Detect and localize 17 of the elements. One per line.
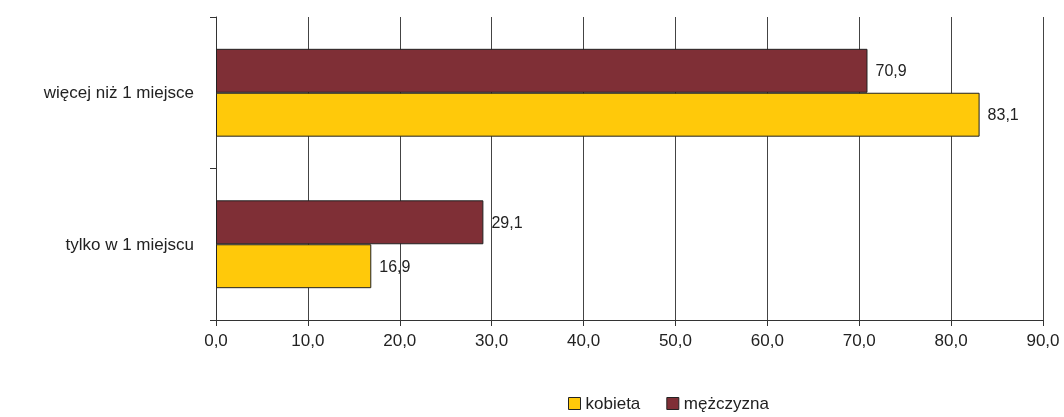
data-label: 83,1 bbox=[987, 106, 1019, 124]
x-tick-label: 20,0 bbox=[383, 331, 417, 350]
x-tick-label: 40,0 bbox=[567, 331, 601, 350]
data-label: 29,1 bbox=[491, 213, 523, 231]
x-tick-label: 60,0 bbox=[750, 331, 784, 350]
x-tick-label: 50,0 bbox=[658, 331, 692, 350]
x-tick-label: 30,0 bbox=[475, 331, 509, 350]
y-tick-label: więcej niż 1 miejsce bbox=[42, 83, 194, 103]
x-tick-label: 70,0 bbox=[842, 331, 876, 350]
x-tick-label: 0,0 bbox=[204, 331, 228, 350]
y-tick-label: tylko w 1 miejscu bbox=[65, 234, 194, 254]
legend-label: mężczyzna bbox=[683, 394, 770, 413]
legend-label: kobieta bbox=[585, 394, 641, 413]
x-tick-label: 80,0 bbox=[934, 331, 968, 350]
x-tick-label: 10,0 bbox=[291, 331, 325, 350]
x-tick-label: 90,0 bbox=[1026, 331, 1060, 350]
data-label: 70,9 bbox=[875, 62, 907, 80]
